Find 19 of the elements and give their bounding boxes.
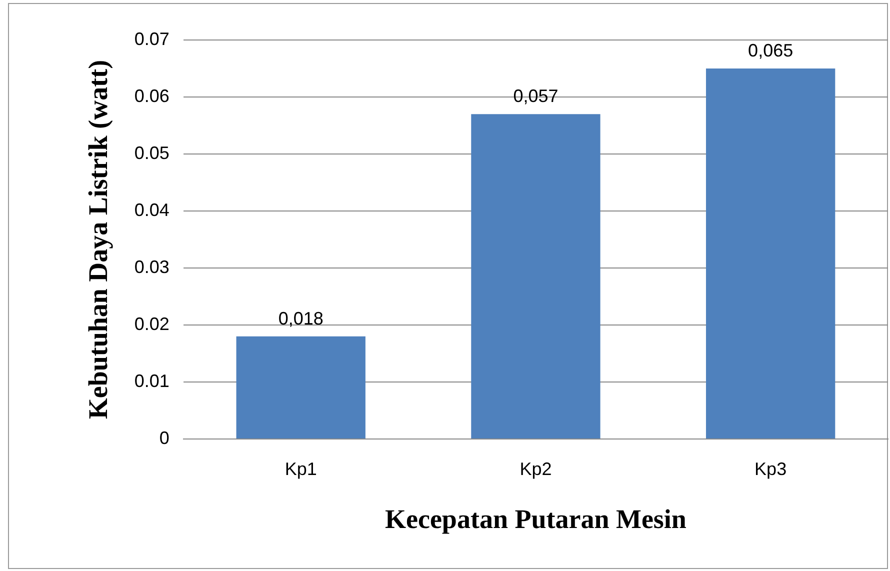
y-axis-title: Kebutuhan Daya Listrik (watt) (83, 60, 114, 420)
y-tick-label: 0.07 (134, 28, 170, 49)
y-tick-label: 0 (159, 428, 170, 448)
y-tick-label: 0.04 (134, 200, 170, 220)
data-label: 0,018 (278, 308, 324, 328)
bar (236, 336, 366, 438)
x-tick-label: Kp2 (520, 458, 552, 479)
y-tick-label: 0.03 (134, 256, 170, 277)
y-tick-label: 0.06 (134, 86, 170, 106)
y-tick-label: 0.01 (134, 370, 170, 391)
y-tick-label: 0.05 (134, 142, 170, 163)
x-tick-label: Kp3 (754, 458, 787, 479)
bar (471, 114, 600, 438)
data-label: 0,065 (748, 40, 794, 60)
bar (706, 68, 836, 438)
y-tick-label: 0.02 (134, 314, 170, 334)
x-axis-title: Kecepatan Putaran Mesin (384, 504, 686, 534)
data-label: 0,057 (513, 86, 558, 106)
x-tick-label: Kp1 (284, 458, 317, 479)
